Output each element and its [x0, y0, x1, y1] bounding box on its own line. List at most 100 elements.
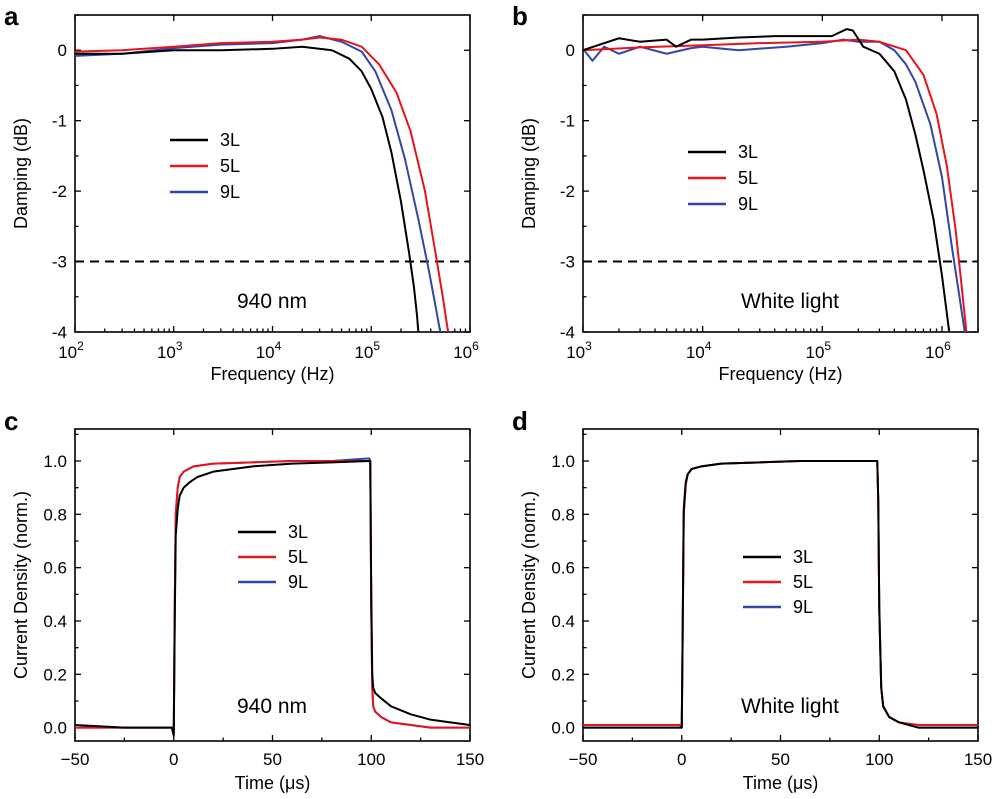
- x-axis-label: Frequency (Hz): [718, 364, 842, 384]
- annotation-label: White light: [741, 290, 839, 313]
- x-tick-label: −50: [569, 750, 598, 769]
- x-tick-exponent: 5: [373, 339, 380, 353]
- x-tick-label: 50: [263, 750, 282, 769]
- plot-area: [75, 457, 470, 737]
- series-line-3L: [583, 460, 978, 729]
- x-tick-exponent: 3: [585, 339, 592, 353]
- legend-label: 9L: [220, 182, 240, 202]
- y-tick-label: -1: [52, 112, 67, 131]
- x-tick-label: 150: [456, 750, 484, 769]
- x-tick-exponent: 5: [824, 339, 831, 353]
- series-line-9L: [75, 35, 442, 332]
- y-axis-label: Current Density (norm.): [11, 491, 31, 679]
- x-tick-label: 105: [806, 339, 832, 362]
- x-tick-label: 100: [865, 750, 893, 769]
- panel-d: d −50 0 50 100 150 0.0 0.2 0.4 0.6 0.8 1.0 Time (μs)…: [512, 406, 992, 793]
- panel-letter: a: [4, 1, 19, 31]
- y-tick-label: -3: [560, 253, 575, 272]
- y-tick-label: 0.2: [43, 665, 67, 684]
- series-line-5L: [583, 38, 968, 332]
- x-tick-label: 104: [686, 339, 712, 362]
- x-axis-label: Frequency (Hz): [210, 364, 334, 384]
- x-tick-label: 106: [925, 339, 951, 362]
- x-tick-exponent: 4: [705, 339, 712, 353]
- x-tick-exponent: 6: [944, 339, 951, 353]
- y-axis-label: Damping (dB): [519, 118, 539, 229]
- legend-label: 5L: [288, 547, 308, 567]
- y-tick-label: -1: [560, 112, 575, 131]
- x-tick-label: 0: [169, 750, 178, 769]
- y-tick-label: 0.2: [551, 665, 575, 684]
- legend-label: 5L: [793, 572, 813, 592]
- series-line-3L: [583, 28, 951, 332]
- series-line-5L: [75, 36, 450, 332]
- y-tick-label: 0: [58, 41, 67, 60]
- panel-letter: b: [512, 1, 528, 31]
- panel-a: a 102 103 104 105 106 0 -1 -2 -3 -4 Frequency (Hz) D…: [4, 1, 479, 384]
- x-tick-exponent: 6: [472, 339, 479, 353]
- series-line-9L: [583, 460, 978, 729]
- y-tick-label: -4: [52, 323, 67, 342]
- series-line-3L: [75, 460, 470, 737]
- y-tick-label: 0.6: [43, 559, 67, 578]
- x-tick-label: 102: [58, 339, 84, 362]
- y-tick-label: 0.0: [551, 719, 575, 738]
- y-tick-label: -4: [560, 323, 575, 342]
- panel-letter: c: [4, 406, 18, 436]
- x-tick-label: 103: [157, 339, 183, 362]
- panel-c: c −50 0 50 100 150 0.0 0.2 0.4 0.6 0.8 1.0 Time (μs)…: [4, 406, 484, 793]
- x-tick-label: 105: [354, 339, 380, 362]
- y-tick-label: 0.8: [551, 505, 575, 524]
- x-tick-label: 100: [357, 750, 385, 769]
- plot-frame: [582, 14, 979, 333]
- legend-label: 3L: [738, 142, 758, 162]
- series-line-5L: [583, 460, 978, 729]
- plot-frame: [74, 14, 471, 333]
- annotation-label: 940 nm: [237, 290, 307, 313]
- y-tick-label: -3: [52, 253, 67, 272]
- x-axis-label: Time (μs): [235, 773, 311, 793]
- y-tick-label: 1.0: [551, 452, 575, 471]
- x-tick-label: 104: [256, 339, 282, 362]
- panel-b: b 103 104 105 106 0 -1 -2 -3 -4 Frequency (Hz) Damp…: [512, 1, 979, 384]
- y-tick-label: 0.8: [43, 505, 67, 524]
- series-line-9L: [75, 457, 470, 734]
- legend-label: 5L: [738, 168, 758, 188]
- x-tick-label: 150: [964, 750, 992, 769]
- x-tick-exponent: 2: [77, 339, 84, 353]
- legend-label: 9L: [793, 597, 813, 617]
- legend-label: 3L: [220, 130, 240, 150]
- x-axis-label: Time (μs): [743, 773, 819, 793]
- panel-letter: d: [512, 406, 528, 436]
- y-tick-label: -2: [560, 182, 575, 201]
- legend-label: 3L: [288, 522, 308, 542]
- x-tick-label: 50: [771, 750, 790, 769]
- x-tick-label: −50: [61, 750, 90, 769]
- series-line-9L: [583, 38, 966, 332]
- annotation-label: 940 nm: [237, 695, 307, 718]
- y-tick-label: 0.4: [43, 612, 67, 631]
- y-tick-label: 0: [566, 41, 575, 60]
- legend-label: 3L: [793, 547, 813, 567]
- x-tick-exponent: 3: [176, 339, 183, 353]
- x-tick-label: 0: [677, 750, 686, 769]
- y-axis-label: Current Density (norm.): [519, 491, 539, 679]
- y-axis-label: Damping (dB): [11, 118, 31, 229]
- series-line-3L: [75, 45, 420, 332]
- plot-area: [583, 28, 968, 332]
- plot-area: [75, 35, 450, 332]
- x-tick-exponent: 4: [275, 339, 282, 353]
- y-tick-label: 0.4: [551, 612, 575, 631]
- annotation-label: White light: [741, 695, 839, 718]
- x-tick-label: 103: [566, 339, 592, 362]
- legend-label: 5L: [220, 156, 240, 176]
- series-line-5L: [75, 460, 470, 734]
- x-tick-label: 106: [453, 339, 479, 362]
- y-tick-label: 0.0: [43, 719, 67, 738]
- y-tick-label: 1.0: [43, 452, 67, 471]
- y-tick-label: 0.6: [551, 559, 575, 578]
- plot-area: [583, 460, 978, 729]
- y-tick-label: -2: [52, 182, 67, 201]
- legend-label: 9L: [288, 572, 308, 592]
